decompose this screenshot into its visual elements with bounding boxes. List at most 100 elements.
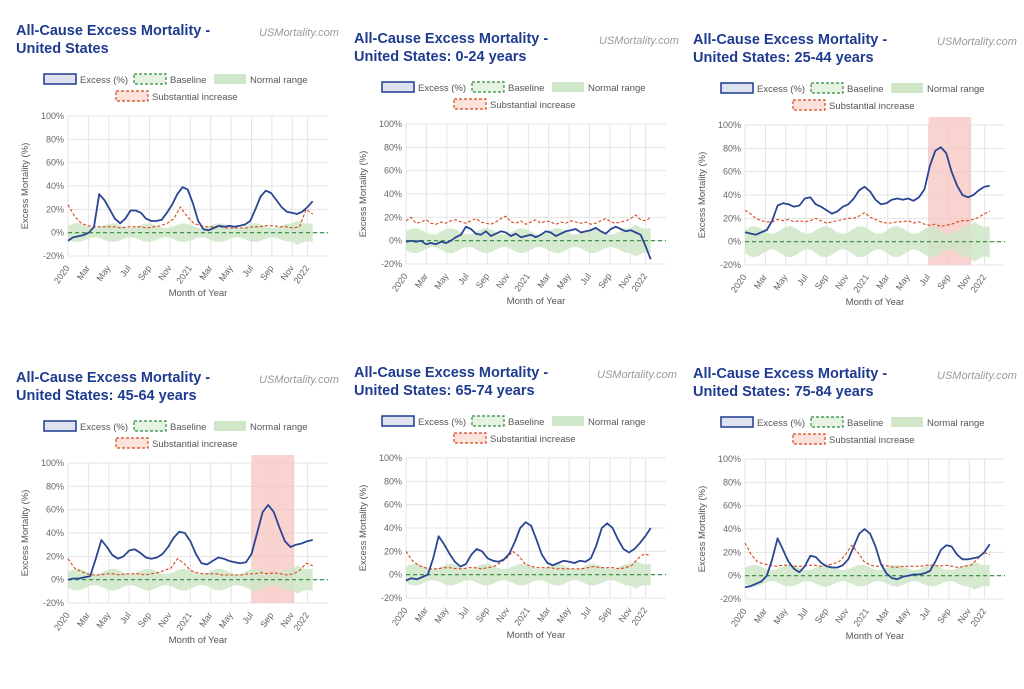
legend: Excess (%) Baseline Normal range Substantia… — [43, 73, 308, 103]
x-tick-label: Nov — [494, 271, 512, 290]
x-tick-label: Mar — [75, 263, 92, 281]
y-tick-label: 20% — [384, 212, 402, 222]
legend-label-baseline: Baseline — [170, 75, 206, 86]
x-tick-label: Mar — [535, 271, 552, 289]
x-tick-label: Jul — [917, 606, 932, 621]
legend-swatch-substantial — [115, 90, 149, 102]
x-tick-label: Mar — [752, 606, 769, 624]
site-watermark: USMortality.com — [937, 36, 1017, 48]
y-tick-label: -20% — [43, 598, 64, 608]
legend-swatch-baseline — [471, 415, 505, 427]
x-tick-label: Jul — [795, 606, 810, 621]
legend-label-normal: Normal range — [588, 417, 646, 428]
substantial-increase-line — [405, 214, 652, 225]
x-tick-label: 2020 — [729, 272, 749, 294]
x-tick-label: Sep — [474, 605, 491, 624]
legend-swatch-excess — [720, 416, 754, 428]
y-axis-label: Excess Mortality (%) — [697, 486, 708, 573]
y-tick-label: 40% — [723, 524, 741, 534]
y-tick-label: 60% — [723, 167, 741, 177]
y-tick-label: 60% — [46, 158, 64, 168]
legend-swatch-excess — [381, 415, 415, 427]
legend-swatch-excess — [43, 73, 77, 85]
legend-label-normal: Normal range — [927, 418, 985, 429]
x-tick-label: 2020 — [390, 605, 410, 627]
y-axis-label: Excess Mortality (%) — [697, 152, 708, 239]
legend-swatch-substantial — [453, 98, 487, 110]
x-tick-label: Sep — [136, 263, 153, 282]
y-tick-label: 0% — [728, 571, 741, 581]
x-tick-label: Sep — [935, 272, 952, 291]
x-tick-label: Jul — [578, 605, 593, 620]
legend-swatch-substantial — [115, 437, 149, 449]
x-tick-label: Mar — [874, 606, 891, 624]
y-axis-label: Excess Mortality (%) — [358, 485, 369, 572]
x-tick-label: May — [771, 606, 789, 626]
grid: 100%80%60%40%20%0%-20%2020 Mar May Jul Sep No… — [718, 454, 1005, 629]
x-tick-label: 2020 — [52, 610, 72, 632]
x-tick-label: Nov — [833, 606, 851, 625]
x-tick-label: Mar — [874, 272, 891, 290]
x-tick-label: 2020 — [729, 606, 749, 628]
x-tick-label: Jul — [240, 610, 255, 625]
y-tick-label: 60% — [384, 166, 402, 176]
y-tick-label: 0% — [389, 570, 402, 580]
grid: 100%80%60%40%20%0%-20%2020 Mar May Jul Sep No… — [41, 111, 328, 286]
legend-label-excess: Excess (%) — [757, 418, 805, 429]
x-tick-label: May — [432, 605, 450, 625]
substantial-increase-line — [67, 557, 313, 576]
legend-label-substantial: Substantial increase — [490, 100, 576, 111]
x-tick-label: Sep — [474, 271, 491, 290]
y-tick-label: 80% — [723, 143, 741, 153]
y-axis-label: Excess Mortality (%) — [20, 490, 31, 577]
legend-label-substantial: Substantial increase — [152, 439, 238, 450]
x-tick-label: Sep — [596, 605, 613, 624]
x-tick-label: Jul — [456, 605, 471, 620]
y-tick-label: 0% — [51, 575, 64, 585]
y-tick-label: 20% — [384, 546, 402, 556]
legend-label-excess: Excess (%) — [80, 75, 128, 86]
x-tick-label: Mar — [413, 605, 430, 623]
y-tick-label: 40% — [384, 523, 402, 533]
legend-swatch-baseline — [810, 416, 844, 428]
x-tick-label: May — [432, 271, 450, 291]
legend-swatch-substantial — [792, 99, 826, 111]
x-tick-label: 2020 — [52, 263, 72, 285]
x-tick-label: 2021 — [174, 263, 194, 285]
legend-label-normal: Normal range — [250, 422, 308, 433]
excess-line — [405, 521, 652, 582]
x-tick-label: 2022 — [292, 610, 312, 632]
y-tick-label: 80% — [46, 481, 64, 491]
legend-swatch-normal — [214, 421, 246, 431]
x-axis-label: Month of Year — [169, 635, 228, 646]
x-tick-label: May — [94, 263, 112, 283]
chart-panel-0-24: All-Cause Excess Mortality - United Stat… — [354, 30, 684, 350]
x-tick-label: Mar — [535, 605, 552, 623]
y-tick-label: 40% — [46, 181, 64, 191]
x-tick-label: Nov — [494, 605, 512, 624]
x-axis-label: Month of Year — [846, 297, 905, 308]
legend-swatch-normal — [891, 417, 923, 427]
legend-label-normal: Normal range — [250, 75, 308, 86]
x-axis-label: Month of Year — [169, 288, 228, 299]
legend-swatch-excess — [381, 81, 415, 93]
legend-swatch-substantial — [792, 433, 826, 445]
x-tick-label: May — [217, 610, 235, 630]
x-tick-label: Jul — [118, 610, 133, 625]
y-tick-label: 20% — [46, 204, 64, 214]
legend-label-excess: Excess (%) — [80, 422, 128, 433]
x-tick-label: Jul — [118, 263, 133, 278]
x-tick-label: 2021 — [512, 605, 532, 627]
grid: 100%80%60%40%20%0%-20%2020 Mar May Jul Sep No… — [379, 119, 666, 294]
x-tick-label: Sep — [813, 606, 830, 625]
x-tick-label: Sep — [258, 610, 275, 629]
legend: Excess (%) Baseline Normal range Substantia… — [381, 415, 646, 445]
x-tick-label: Jul — [917, 272, 932, 287]
y-tick-label: 100% — [41, 458, 64, 468]
x-tick-label: Mar — [752, 272, 769, 290]
x-tick-label: Mar — [197, 263, 214, 281]
y-tick-label: 60% — [723, 501, 741, 511]
y-tick-label: 0% — [51, 228, 64, 238]
y-tick-label: -20% — [720, 260, 741, 270]
y-tick-label: 20% — [723, 547, 741, 557]
